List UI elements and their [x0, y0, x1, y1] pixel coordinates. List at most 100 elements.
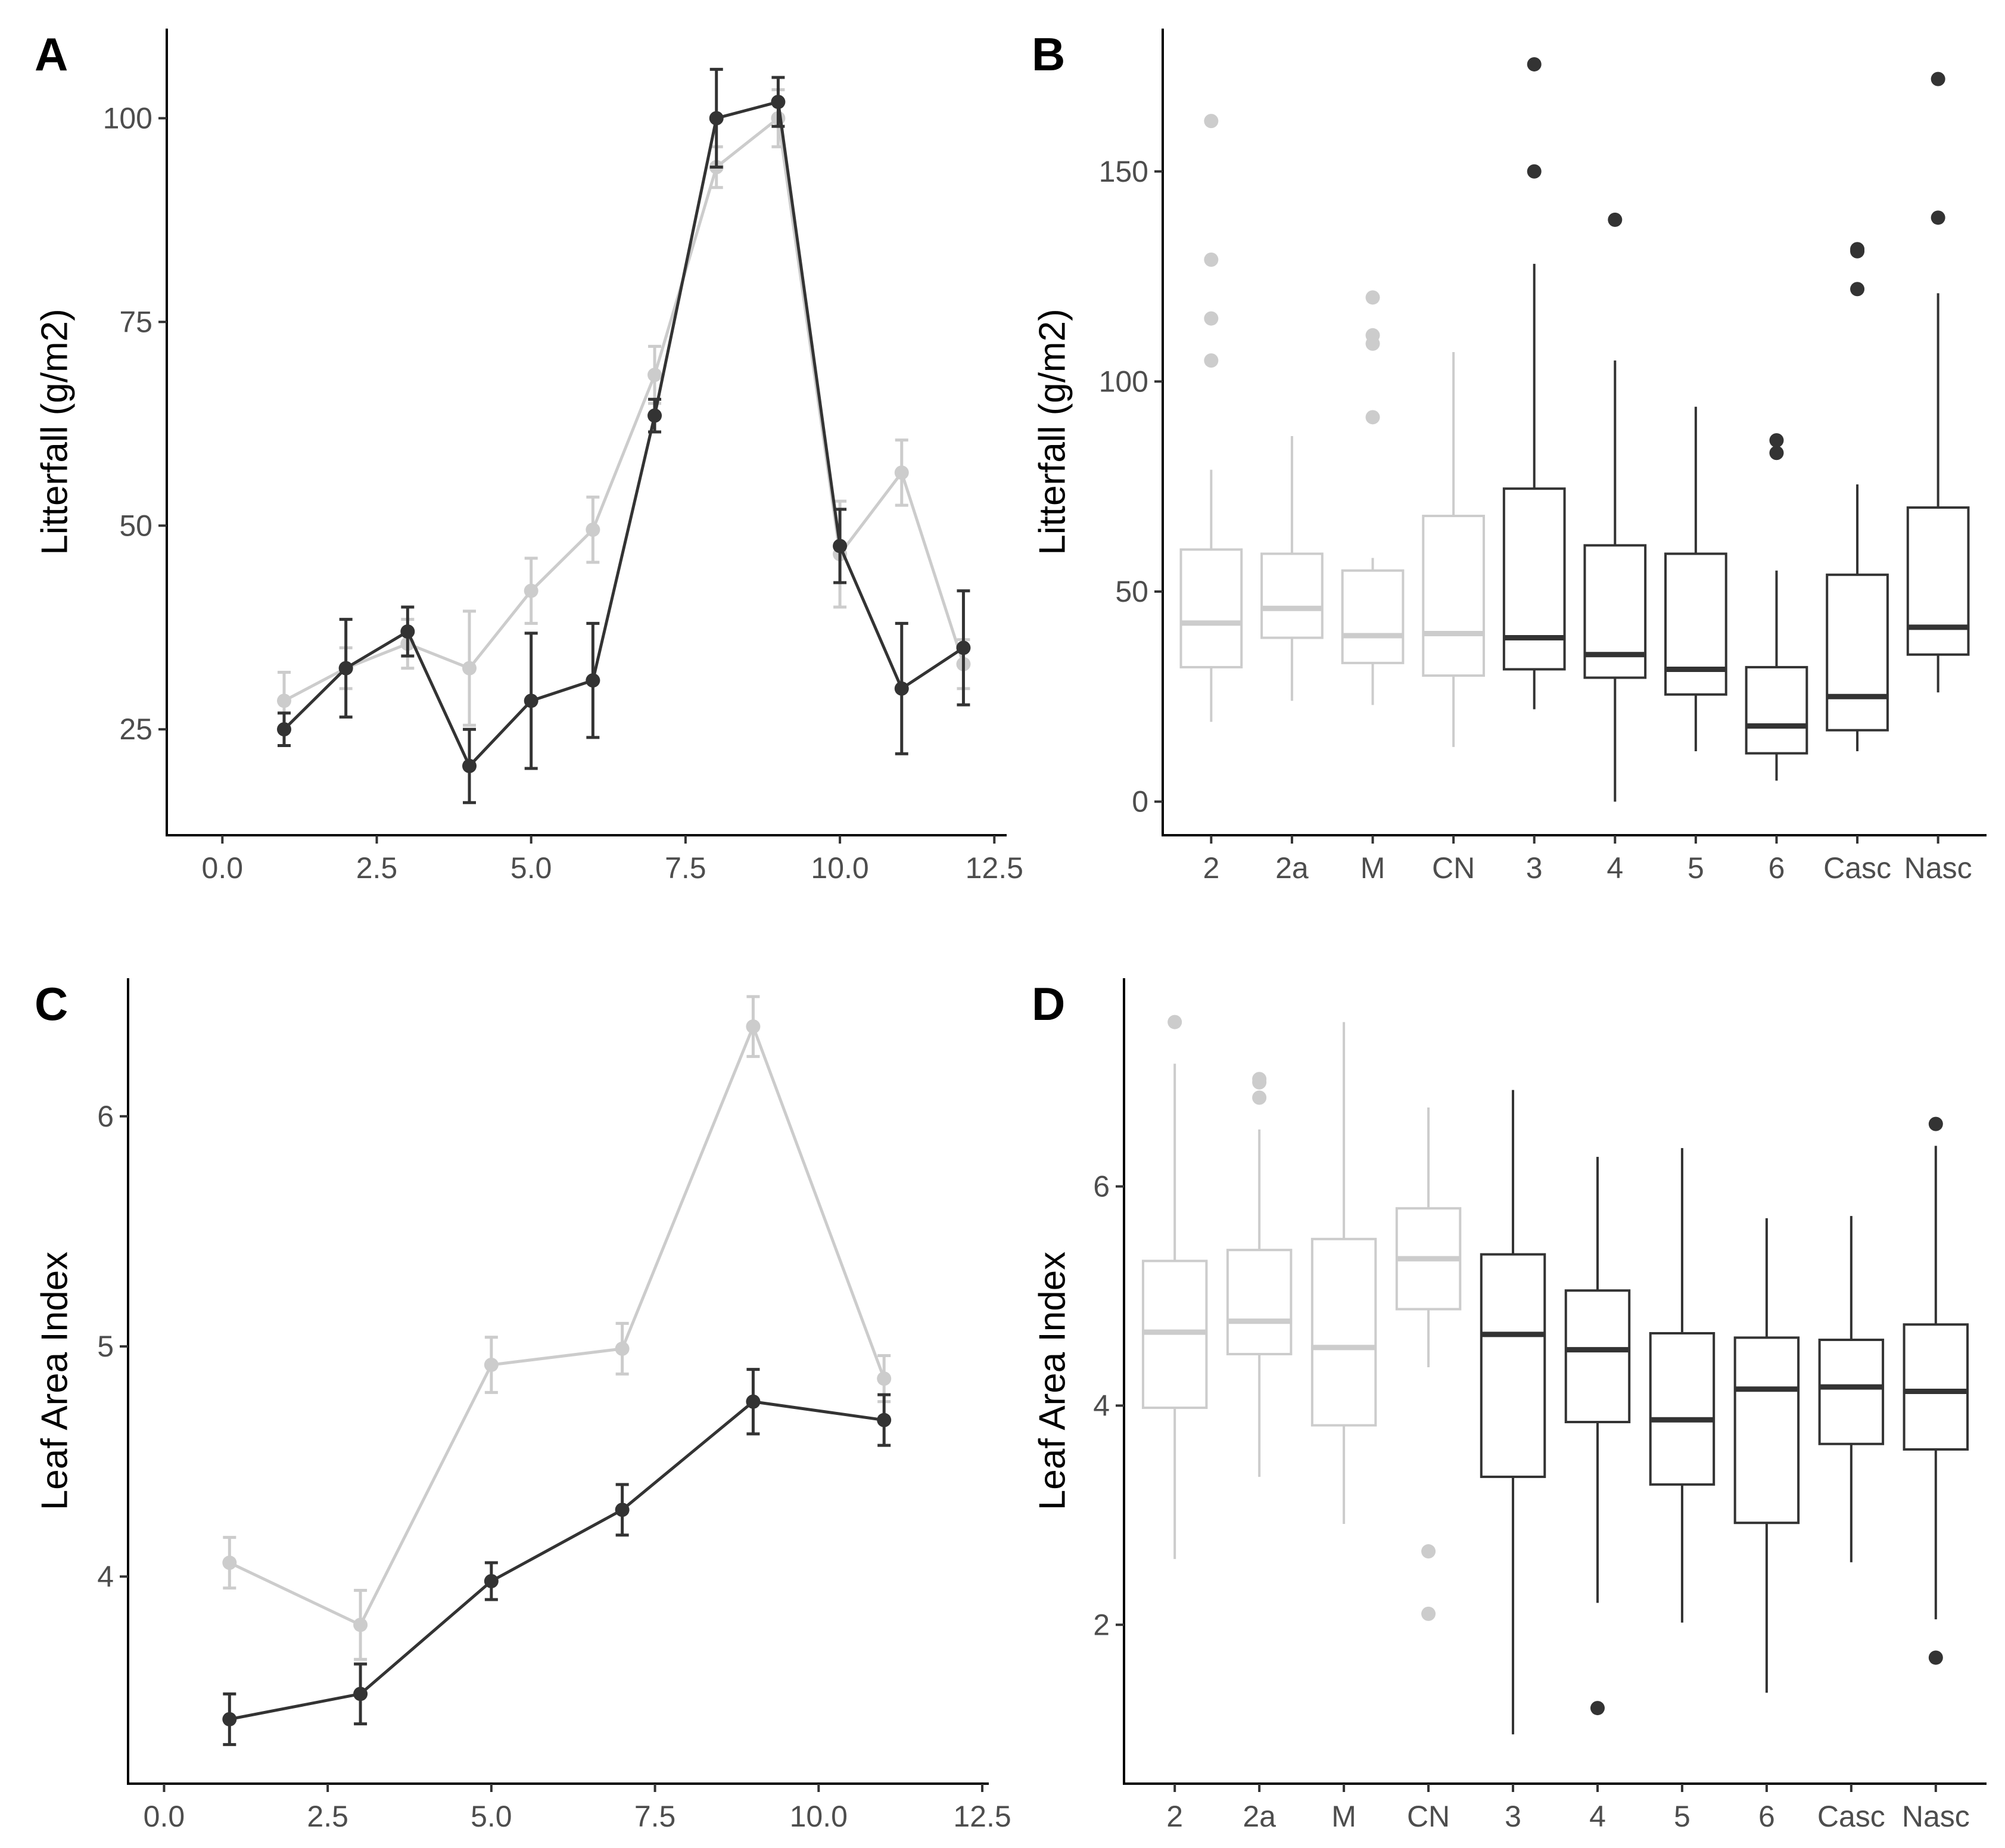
y-axis-title: Leaf Area Index [35, 1252, 76, 1510]
box-m [1341, 290, 1405, 705]
box-iqr [1179, 548, 1243, 668]
x-tick-label: 2.5 [307, 1800, 348, 1833]
y-tick-label: 4 [1093, 1389, 1110, 1422]
data-point [647, 368, 662, 382]
data-point [894, 681, 909, 696]
data-point [353, 1617, 368, 1632]
box-iqr [1818, 1339, 1885, 1445]
x-tick-label: 3 [1505, 1800, 1521, 1833]
data-point [400, 624, 415, 639]
outlier-point [1931, 71, 1945, 86]
x-tick-label: Nasc [1904, 851, 1972, 885]
box-3 [1480, 1090, 1546, 1735]
series-line [283, 116, 965, 702]
box-iqr [1903, 1323, 1969, 1451]
series-line [283, 100, 964, 768]
data-point [615, 1341, 630, 1356]
data-point [746, 1394, 761, 1409]
data-point [647, 408, 662, 423]
data-point [615, 1502, 630, 1517]
x-tick-label: 6 [1769, 851, 1785, 885]
x-tick-label: 12.5 [953, 1800, 1011, 1833]
data-point [524, 583, 538, 598]
x-tick-label: 2 [1203, 851, 1219, 885]
data-point [462, 661, 477, 676]
x-tick-label: 0.0 [144, 1800, 185, 1833]
x-tick-label: M [1331, 1800, 1356, 1833]
x-tick-label: CN [1407, 1800, 1450, 1833]
data-point [484, 1357, 499, 1372]
panel-d: D Leaf Area Index 2 4 6 2 2a M CN 3 4 5 6 Casc Nasc [1032, 978, 1987, 1833]
box-cn [1395, 1107, 1462, 1621]
x-tick-label: 7.5 [665, 851, 706, 885]
x-tick-label: 6 [1758, 1800, 1775, 1833]
y-tick-label: 4 [97, 1560, 114, 1593]
y-axis-title: Litterfall (g/m2) [1032, 309, 1073, 555]
box-2 [1179, 114, 1243, 722]
y-tick-label: 5 [97, 1330, 114, 1363]
box-iqr [1745, 665, 1808, 755]
box-iqr [1310, 1237, 1377, 1427]
outlier-point [1421, 1606, 1436, 1621]
box-iqr [1260, 552, 1324, 639]
box-iqr [1583, 544, 1647, 679]
data-point [462, 758, 477, 773]
y-tick-label: 25 [119, 713, 152, 746]
x-tick-label: 4 [1589, 1800, 1606, 1833]
y-tick-label: 6 [1093, 1169, 1110, 1203]
outlier-point [1204, 252, 1219, 267]
outlier-point [1931, 210, 1945, 225]
box-iqr [1502, 487, 1566, 671]
outlier-point [1365, 328, 1380, 343]
outlier-point [1252, 1072, 1267, 1087]
x-tick-label: 10.0 [790, 1800, 848, 1833]
y-axis-title: Leaf Area Index [1032, 1252, 1073, 1510]
data-point [709, 111, 724, 126]
outlier-point [1204, 311, 1219, 326]
y-tick-label: 150 [1099, 155, 1148, 188]
y-tick-label: 50 [1115, 575, 1148, 608]
box-nasc [1906, 71, 1970, 693]
series-dark [276, 67, 971, 804]
panel-b: B Litterfall (g/m2) 0 50 100 150 2 2a M CN 3 4 5 6 Cas… [1032, 28, 1987, 885]
box-nasc [1903, 1116, 1969, 1665]
x-tick-label: CN [1432, 851, 1475, 885]
x-tick-label: M [1360, 851, 1386, 885]
outlier-point [1204, 114, 1219, 129]
y-tick-label: 2 [1093, 1608, 1110, 1641]
x-tick-label: 2 [1166, 1800, 1183, 1833]
panel-c: C Leaf Area Index 4 5 6 0.0 2.5 5.0 7.5 10.0 12.5 [35, 978, 1011, 1833]
x-tick-label: Casc [1823, 851, 1891, 885]
data-point [353, 1687, 368, 1701]
series-light [222, 995, 892, 1661]
data-point [484, 1574, 499, 1589]
box-5 [1664, 406, 1727, 751]
x-tick-label: 5 [1688, 851, 1704, 885]
box-6 [1745, 433, 1808, 781]
box-iqr [1733, 1336, 1800, 1525]
x-tick-label: 5 [1674, 1800, 1690, 1833]
box-2a [1260, 436, 1324, 701]
x-tick-label: 7.5 [634, 1800, 676, 1833]
panel-letter: A [35, 28, 68, 80]
outlier-point [1365, 290, 1380, 305]
x-tick-label: 10.0 [811, 851, 868, 885]
box-m [1310, 1022, 1377, 1525]
data-point [222, 1712, 237, 1726]
x-tick-label: Nasc [1902, 1800, 1970, 1833]
outlier-point [1365, 410, 1380, 425]
outlier-point [1608, 212, 1623, 227]
data-point [771, 95, 786, 110]
outlier-point [1850, 282, 1865, 297]
box-cn [1422, 352, 1485, 747]
outlier-point [1590, 1701, 1605, 1716]
x-tick-label: 5.0 [471, 1800, 512, 1833]
x-tick-label: 2a [1243, 1800, 1276, 1833]
box-casc [1826, 242, 1889, 751]
box-4 [1583, 212, 1647, 802]
box-2a [1226, 1072, 1293, 1477]
panel-letter: B [1032, 28, 1065, 80]
outlier-point [1769, 446, 1784, 461]
box-iqr [1341, 569, 1405, 664]
